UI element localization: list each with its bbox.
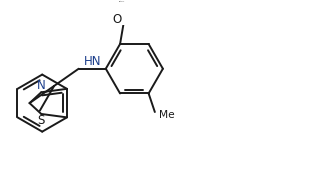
Text: S: S — [38, 114, 45, 127]
Text: O: O — [113, 13, 122, 26]
Text: N: N — [37, 79, 45, 92]
Text: Me: Me — [159, 110, 175, 120]
Text: HN: HN — [84, 55, 101, 68]
Text: methoxy: methoxy — [119, 1, 125, 2]
